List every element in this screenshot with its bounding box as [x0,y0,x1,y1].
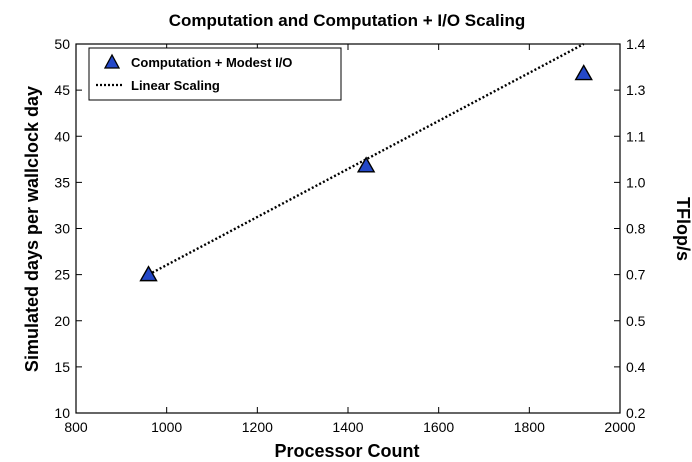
x-axis-label: Processor Count [274,441,419,461]
y2-tick-label: 1.4 [626,36,646,52]
y-tick-label: 45 [54,82,70,98]
y2-tick-label: 0.8 [626,221,646,237]
data-point-triangle [141,267,157,281]
y2-axis-label: TFlop/s [673,197,692,261]
y2-tick-label: 1.1 [626,128,646,144]
y-tick-label: 30 [54,221,70,237]
x-axis-ticks: 800 1000 1200 1400 1600 1800 2000 [64,44,635,435]
y-tick-label: 15 [54,359,70,375]
x-tick-label: 800 [64,419,88,435]
x-tick-label: 1400 [332,419,363,435]
y2-tick-label: 0.2 [626,405,646,421]
y-tick-label: 25 [54,267,70,283]
y2-tick-label: 0.5 [626,313,646,329]
x-tick-label: 1800 [514,419,545,435]
data-point-triangle [358,158,374,172]
y2-tick-label: 0.7 [626,267,646,283]
y-axis-ticks: 10 15 20 25 30 35 40 45 50 [54,36,82,421]
x-tick-label: 1600 [423,419,454,435]
y2-tick-label: 1.3 [626,82,646,98]
y-tick-label: 35 [54,174,70,190]
y-tick-label: 40 [54,128,70,144]
legend: Computation + Modest I/O Linear Scaling [89,48,341,100]
legend-entry-computation-io: Computation + Modest I/O [131,55,292,70]
legend-entry-linear-scaling: Linear Scaling [131,78,220,93]
x-tick-label: 1000 [151,419,182,435]
y-axis-label: Simulated days per wallclock day [22,86,42,372]
data-point-triangle [576,66,592,80]
chart-title: Computation and Computation + I/O Scalin… [169,11,526,30]
y-tick-label: 50 [54,36,70,52]
x-tick-label: 1200 [242,419,273,435]
y2-tick-label: 1.0 [626,174,646,190]
y2-axis-ticks: 0.2 0.4 0.5 0.7 0.8 1.0 1.1 1.3 1.4 [614,36,646,421]
x-tick-label: 2000 [604,419,635,435]
y-tick-label: 10 [54,405,70,421]
y2-tick-label: 0.4 [626,359,646,375]
y-tick-label: 20 [54,313,70,329]
